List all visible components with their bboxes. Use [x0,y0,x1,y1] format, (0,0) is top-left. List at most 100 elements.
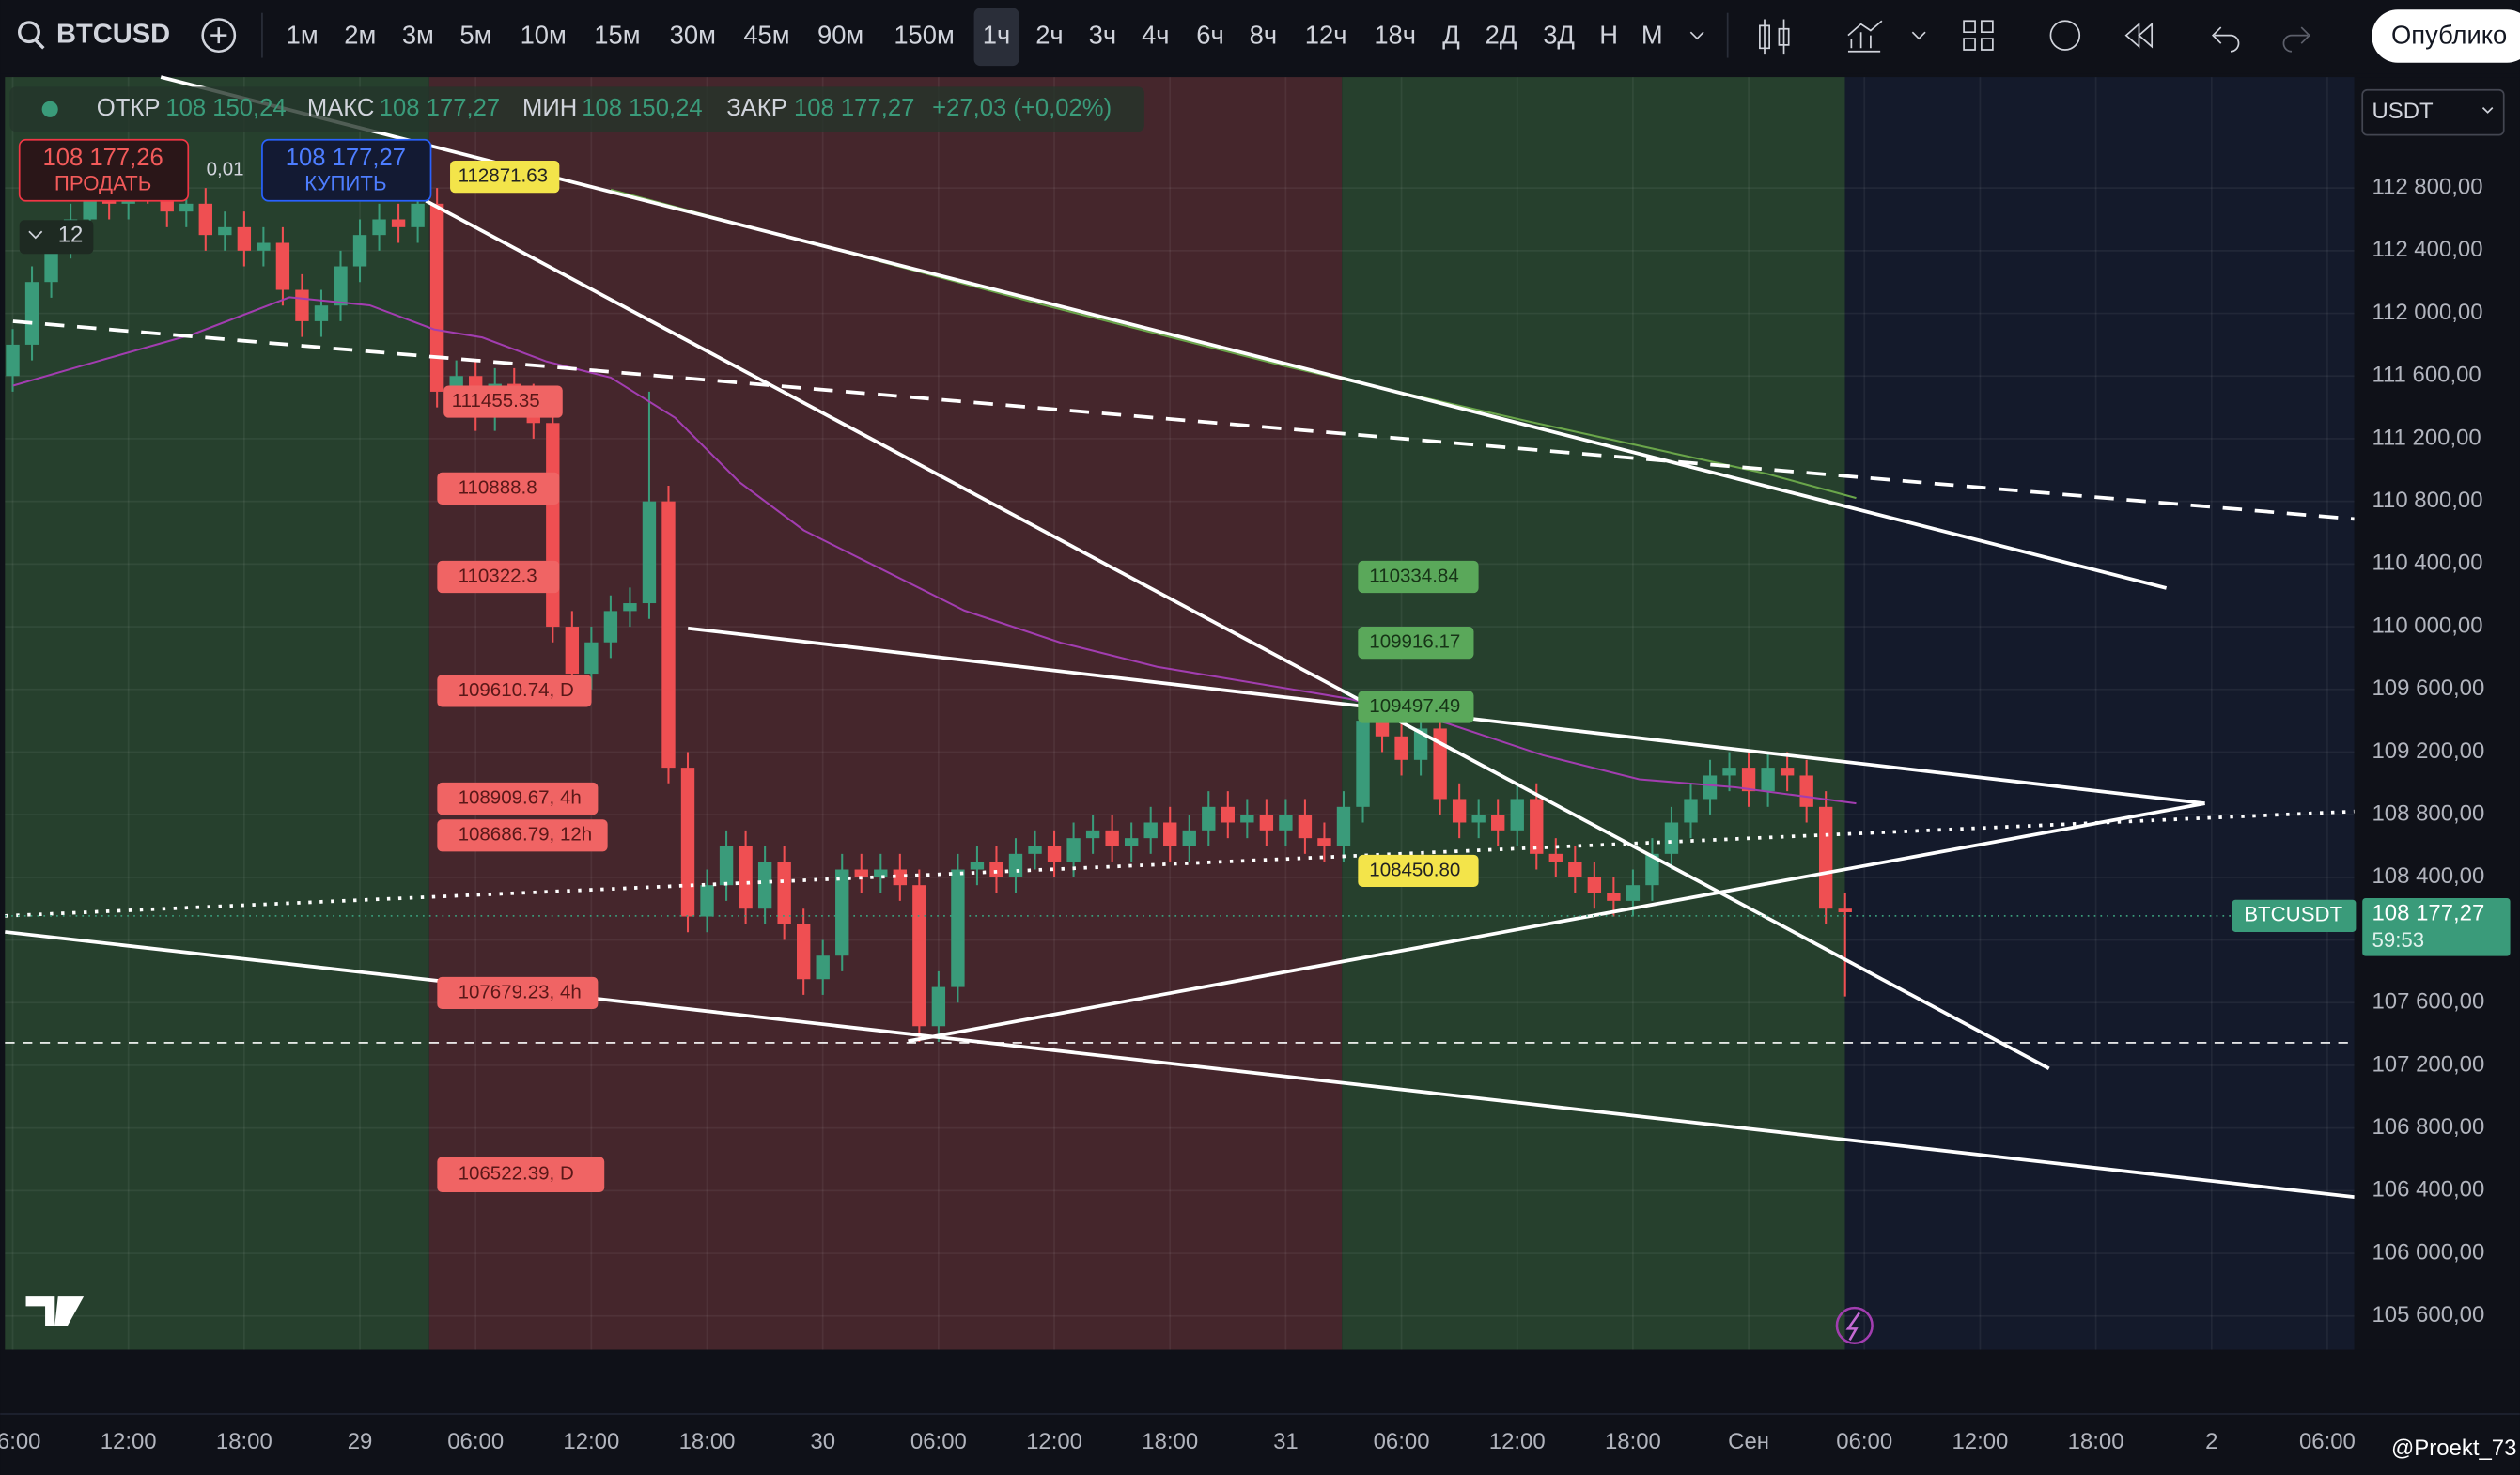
candle-body [1741,768,1756,792]
indicators-icon[interactable] [1847,20,1883,53]
y-tick-label: 110 400,00 [2372,551,2482,576]
candle-body [6,344,20,377]
candle-body [1664,822,1679,854]
interval[interactable]: 2м [344,21,376,50]
interval[interactable]: Н [1599,21,1618,50]
x-tick-label: 06:00 [1374,1429,1430,1454]
interval[interactable]: 6ч [1196,21,1223,50]
time-axis-bg [0,1349,2520,1475]
sell-price: 108 177,26 [42,145,163,171]
alert-clock-icon[interactable] [2049,20,2081,51]
candle-body [334,266,348,306]
candle-body [912,885,926,1027]
x-tick-label: 06:00 [447,1429,504,1454]
interval[interactable]: Д [1442,21,1460,50]
legend-value: 108 177,27 [380,95,500,121]
x-tick-label: 06:00 [2299,1429,2356,1454]
moving-average [12,296,1857,805]
legend-change: +27,03 (+0,02%) [932,95,1112,121]
x-tick-label: 12:00 [1952,1429,2008,1454]
currency-select[interactable] [2361,88,2505,136]
candle-body [1163,822,1177,846]
chevron [1689,31,1704,40]
candle-body [1182,830,1196,846]
annotation: 109497.49 [1369,695,1460,717]
interval[interactable]: 3Д [1543,21,1575,50]
legend-label: МАКС [307,95,375,121]
interval[interactable]: М [1641,21,1663,50]
sell-button[interactable] [18,138,190,202]
interval[interactable]: 30м [670,21,716,50]
interval[interactable]: 45м [743,21,789,50]
trend-line [425,199,2050,1070]
candle-body [1607,893,1621,901]
indicators-toggle[interactable] [19,220,94,255]
candle-body [1703,775,1718,800]
undo-icon[interactable] [2211,26,2240,53]
layout-icon[interactable] [1963,20,1994,51]
indicators-count: 12 [58,223,84,248]
candle-body [1317,838,1331,846]
interval[interactable]: 2Д [1486,21,1517,50]
y-tick-label: 108 400,00 [2372,863,2484,889]
candle-body [1452,799,1467,823]
y-tick-label: 106 400,00 [2372,1177,2484,1203]
annotation-box [437,560,560,594]
plot-area [5,77,2355,1350]
interval[interactable]: 12ч [1305,21,1347,50]
interval[interactable]: 8ч [1250,21,1277,50]
candle-body [314,305,329,321]
buy-button[interactable] [261,138,432,202]
candle-body [565,627,580,675]
candle-body [546,423,560,628]
chevron [2481,106,2494,114]
chart-type-icon[interactable] [1759,19,1790,55]
interval[interactable]: 90м [817,21,863,50]
x-tick-label: 06:00 [0,1429,40,1454]
interval[interactable]: 1ч [983,21,1010,50]
symbol-tag-text: BTCUSDT [2244,903,2342,926]
candle-body [700,885,714,917]
annotation: 108686.79, 12h [459,824,593,846]
candle-body [275,242,290,290]
candle-body [835,869,849,956]
x-tick-label: 12:00 [563,1429,619,1454]
annotation: 110322.3 [459,565,537,586]
candle-body [1471,815,1486,823]
candle-body [893,869,908,886]
interval[interactable]: 1м [287,21,319,50]
interval[interactable]: 4ч [1142,21,1169,50]
interval[interactable]: 3м [402,21,434,50]
interval[interactable]: 18ч [1374,21,1416,50]
candle-body [854,869,868,877]
candle-body [1530,799,1544,854]
x-tick-label: 18:00 [2068,1429,2124,1454]
interval[interactable]: 15м [594,21,640,50]
y-tick-label: 106 000,00 [2372,1239,2484,1265]
candle-body [584,642,599,675]
alert-icon[interactable] [1835,1306,1874,1345]
interval[interactable]: 150м [894,21,954,50]
redo-icon[interactable] [2282,26,2310,53]
y-tick-label: 105 600,00 [2372,1302,2484,1328]
interval[interactable]: 5м [459,21,491,50]
candle-body [1008,853,1023,877]
alert-icon-bolt [1845,1312,1860,1341]
candle-body [1028,846,1042,854]
interval[interactable]: 10м [521,21,567,50]
symbol[interactable]: BTCUSD [56,19,170,49]
candle-body [1587,877,1602,893]
x-tick-label: 31 [1273,1429,1299,1454]
search-icon[interactable] [17,21,40,44]
publish-button[interactable] [2372,9,2520,63]
annotation-box [437,819,608,852]
add-symbol[interactable] [201,18,237,54]
interval[interactable]: 3ч [1089,21,1116,50]
status-dot [41,101,58,117]
interval[interactable]: 2ч [1035,21,1063,50]
y-tick-label: 107 200,00 [2372,1051,2484,1077]
replay-icon[interactable] [2124,22,2154,49]
y-tick-label: 107 600,00 [2372,989,2484,1015]
legend-label: ОТКР [97,95,161,121]
x-tick-label: 06:00 [910,1429,967,1454]
